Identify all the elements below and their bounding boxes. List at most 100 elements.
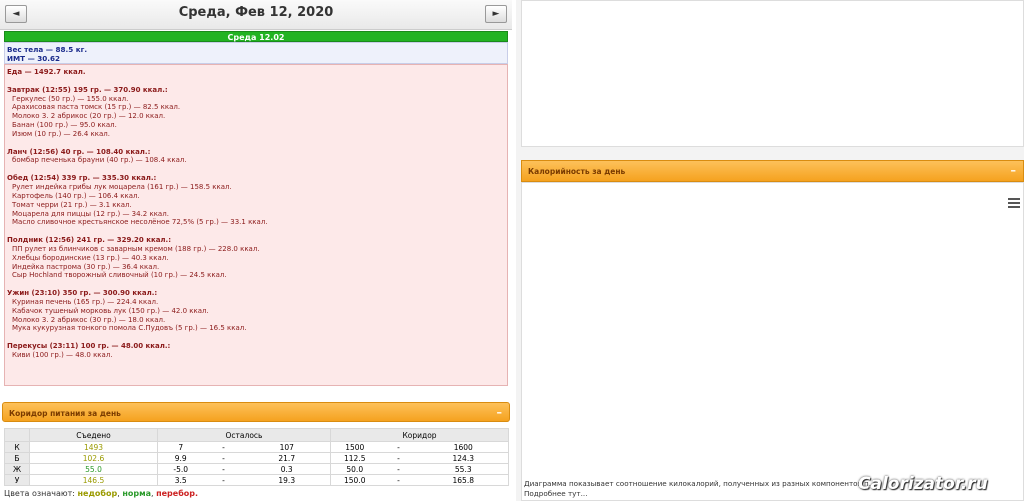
- meal: Ланч (12:56) 40 гр. — 108.40 ккал.: бомба…: [7, 148, 507, 166]
- table-cell: -: [378, 452, 419, 464]
- meal-item: Куриная печень (165 гр.) — 224.4 ккал.: [12, 297, 159, 306]
- meal-item: бомбар печенька брауни (40 гр.) — 108.4 …: [12, 156, 187, 165]
- watermark: Calorizator.ru: [858, 474, 988, 494]
- day-label: Среда 12.02: [4, 31, 508, 42]
- corridor-header[interactable]: Коридор питания за день –: [2, 402, 510, 422]
- table-row: Б 102.6 9.9-21.7 112.5-124.3: [4, 452, 510, 464]
- legend-part: норма: [122, 489, 151, 498]
- date-header: ◄ Среда, Фев 12, 2020 ►: [0, 0, 512, 30]
- table-cell: -: [378, 463, 419, 475]
- table-cell: -: [378, 474, 419, 486]
- table-cell: 19.3: [243, 474, 331, 486]
- table-cell: Ж: [4, 463, 30, 475]
- legend-part: ,: [117, 489, 123, 498]
- corridor-table: Съедено Осталось Коридор К 1493 7-107 1500-…: [4, 428, 510, 486]
- pie-note: Диаграмма показывает соотношение килокал…: [524, 479, 876, 499]
- table-cell: 102.6: [29, 452, 158, 464]
- meal-item: ПП рулет из блинчиков с заварным кремом …: [12, 244, 260, 253]
- table-cell: -: [203, 474, 244, 486]
- legend-part: перебор.: [156, 489, 199, 498]
- meal-item: Сыр Hochland творожный сливочный (10 гр.…: [12, 271, 227, 280]
- collapse-button[interactable]: –: [496, 406, 503, 419]
- meal-item: Мука кукурузная тонкого помола С.Пудовъ …: [12, 324, 247, 333]
- meal-item: Индейка пастрома (30 гр.) — 36.4 ккал.: [12, 262, 160, 271]
- legend-part: недобор: [77, 489, 118, 498]
- meal-item: Арахисовая паста томск (15 гр.) — 82.5 к…: [12, 103, 181, 112]
- table-cell: 7: [157, 441, 204, 453]
- food-total: Еда — 1492.7 ккал.: [7, 68, 86, 76]
- table-cell: 150.0: [330, 474, 379, 486]
- meal: Полдник (12:56) 241 гр. — 329.20 ккал.: П…: [7, 236, 507, 280]
- meal-item: Банан (100 гр.) — 95.0 ккал.: [12, 121, 117, 130]
- meal-title: Ланч (12:56) 40 гр. — 108.40 ккал.:: [7, 147, 151, 156]
- menu-icon[interactable]: [1008, 198, 1020, 208]
- meal-item: Изюм (10 гр.) — 26.4 ккал.: [12, 129, 111, 138]
- bmi: ИМТ — 30.62: [7, 54, 60, 63]
- color-legend: Цвета означают: недобор, норма, перебор.: [4, 489, 198, 498]
- meals-box: Еда — 1492.7 ккал. Завтрак (12:55) 195 г…: [4, 64, 508, 386]
- header-cell: [4, 428, 30, 442]
- meal-item: Геркулес (50 гр.) — 155.0 ккал.: [12, 94, 129, 103]
- table-cell: -: [203, 452, 244, 464]
- table-cell: 112.5: [330, 452, 379, 464]
- table-cell: У: [4, 474, 30, 486]
- meal-item: Молоко 3. 2 абрикос (30 гр.) — 18.0 ккал…: [12, 315, 166, 324]
- table-cell: -: [203, 441, 244, 453]
- bar-chart: БЖУ за день0255075Белки55.02 г.ЖирыУглев…: [522, 1, 1024, 147]
- table-cell: -: [203, 463, 244, 475]
- table-cell: 55.3: [418, 463, 510, 475]
- table-cell: 146.5: [29, 474, 158, 486]
- table-cell: -5.0: [157, 463, 204, 475]
- more-link[interactable]: Подробнее тут...: [524, 489, 588, 498]
- meal-item: Хлебцы бородинские (13 гр.) — 40.3 ккал.: [12, 253, 169, 262]
- legend-part: ,: [151, 489, 157, 498]
- meal-item: Киви (100 гр.) — 48.0 ккал.: [12, 351, 113, 359]
- body-stats: Вес тела — 88.5 кг. ИМТ — 30.62: [4, 42, 508, 64]
- meal-item: Картофель (140 гр.) — 106.4 ккал.: [12, 191, 140, 200]
- table-row: К 1493 7-107 1500-1600: [4, 441, 510, 453]
- table-cell: 55.0: [29, 463, 158, 475]
- weight: Вес тела — 88.5 кг.: [7, 45, 88, 54]
- meal-title: Обед (12:54) 339 гр. — 335.30 ккал.:: [7, 174, 157, 183]
- meal: Перекусы (23:11) 100 гр. — 48.00 ккал.: К…: [7, 342, 507, 360]
- meal: Обед (12:54) 339 гр. — 335.30 ккал.: Руле…: [7, 174, 507, 227]
- table-cell: 1500: [330, 441, 379, 453]
- table-cell: 1493: [29, 441, 158, 453]
- table-row: У 146.5 3.5-19.3 150.0-165.8: [4, 474, 510, 486]
- table-header: Съедено Осталось Коридор: [4, 428, 510, 442]
- header-cell: Коридор: [329, 428, 510, 442]
- collapse-button[interactable]: –: [1010, 164, 1017, 177]
- table-row: Ж 55.0 -5.0-0.3 50.0-55.3: [4, 463, 510, 475]
- prev-day-button[interactable]: ◄: [5, 5, 27, 23]
- note-text: Диаграмма показывает соотношение килокал…: [524, 479, 876, 488]
- meal-title: Завтрак (12:55) 195 гр. — 370.90 ккал.:: [7, 85, 168, 94]
- meal-item: Масло сливочное крестьянское несолёное 7…: [12, 218, 268, 227]
- meal-item: Моцарела для пиццы (12 гр.) — 34.2 ккал.: [12, 209, 169, 218]
- table-cell: 1600: [418, 441, 510, 453]
- next-day-button[interactable]: ►: [485, 5, 507, 23]
- meal-item: Кабачок тушеный морковь лук (150 гр.) — …: [12, 306, 209, 315]
- table-cell: 107: [243, 441, 331, 453]
- table-cell: 50.0: [330, 463, 379, 475]
- pie-chart: Калорийность на 12.2.2020Углеводы39.3%58…: [1008, 198, 1020, 208]
- table-cell: Б: [4, 452, 30, 464]
- meal: Ужин (23:10) 350 гр. — 300.90 ккал.: Кури…: [7, 289, 507, 333]
- meal-item: Томат черри (21 гр.) — 3.1 ккал.: [12, 200, 132, 209]
- diary-panel: ◄ Среда, Фев 12, 2020 ► Среда 12.02 Вес …: [0, 0, 512, 498]
- meal-title: Полдник (12:56) 241 гр. — 329.20 ккал.:: [7, 236, 172, 245]
- table-cell: -: [378, 441, 419, 453]
- header-cell: Съедено: [29, 428, 158, 442]
- header-cell: Осталось: [157, 428, 331, 442]
- meal-title: Ужин (23:10) 350 гр. — 300.90 ккал.:: [7, 289, 158, 298]
- meal-item: Рулет индейка грибы лук моцарела (161 гр…: [12, 182, 232, 191]
- meal-item: Молоко 3. 2 абрикос (20 гр.) — 12.0 ккал…: [12, 112, 166, 121]
- table-cell: 21.7: [243, 452, 331, 464]
- table-cell: 9.9: [157, 452, 204, 464]
- pie-chart-panel: Калорийность на 12.2.2020Углеводы39.3%58…: [521, 182, 1024, 501]
- pie-panel-title: Калорийность за день: [528, 167, 626, 176]
- pie-panel-header[interactable]: Калорийность за день –: [521, 160, 1024, 182]
- meal-title: Перекусы (23:11) 100 гр. — 48.00 ккал.:: [7, 342, 171, 351]
- legend-part: Цвета означают:: [4, 489, 78, 498]
